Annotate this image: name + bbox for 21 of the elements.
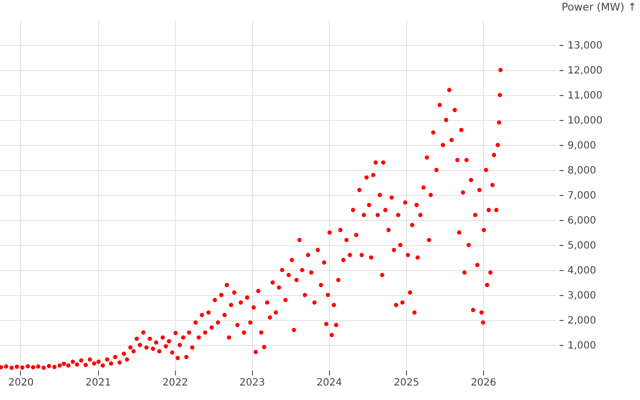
x-tick-label: 2026 [470,378,496,388]
y-tick-label: 13,000 [568,40,602,52]
y-tick-label: 1,000 [568,340,596,352]
x-tick-label: 2022 [162,378,188,388]
x-tick-label: 2021 [85,378,111,388]
x-tick-label: 2025 [394,378,420,388]
y-tick-label: 8,000 [568,166,596,176]
y-tick-label: 10,000 [568,116,602,126]
y-tick-label: 7,000 [568,190,596,202]
x-tick-label: 2024 [316,378,342,388]
y-tick-label: 4,000 [568,266,596,276]
x-tick-label: 2020 [8,378,34,388]
y-tick-label: 9,000 [568,140,596,152]
y-tick-label: 11,000 [568,90,602,102]
y-axis-title: Power (MW) ↑ [562,2,636,14]
y-tick-label: 3,000 [568,290,596,302]
y-tick-label: 12,000 [568,66,602,76]
y-tick-label: 6,000 [568,216,596,226]
x-tick-label: 2023 [240,378,265,388]
y-tick-label: 5,000 [568,240,596,252]
y-tick-label: 2,000 [568,316,596,326]
